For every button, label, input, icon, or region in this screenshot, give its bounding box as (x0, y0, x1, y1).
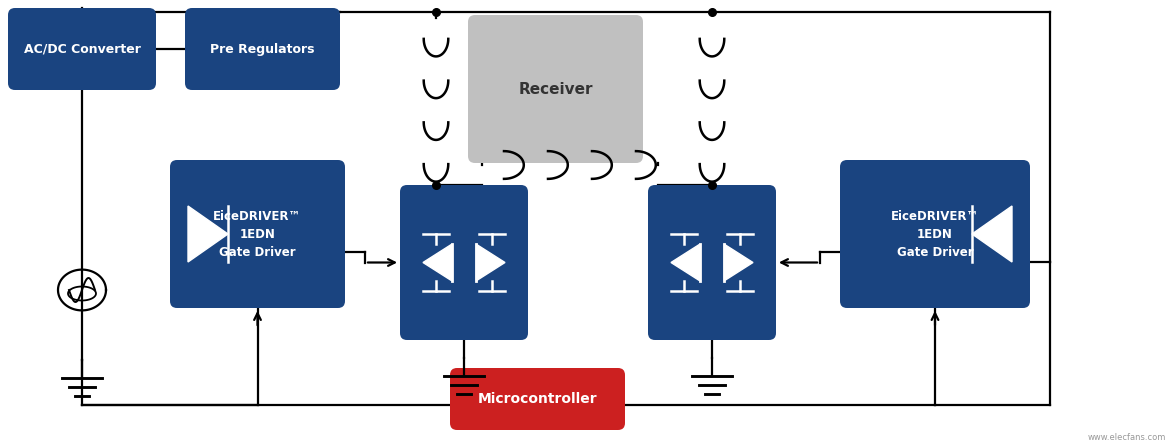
FancyBboxPatch shape (170, 160, 345, 308)
Polygon shape (477, 245, 505, 281)
Text: EiceDRIVER™
1EDN
Gate Driver: EiceDRIVER™ 1EDN Gate Driver (213, 210, 302, 258)
Text: Pre Regulators: Pre Regulators (211, 42, 315, 55)
FancyBboxPatch shape (8, 8, 156, 90)
Text: Receiver: Receiver (519, 81, 593, 97)
FancyBboxPatch shape (468, 15, 643, 163)
FancyBboxPatch shape (450, 368, 625, 430)
FancyBboxPatch shape (185, 8, 340, 90)
Polygon shape (725, 245, 753, 281)
Text: EiceDRIVER™
1EDN
Gate Driver: EiceDRIVER™ 1EDN Gate Driver (891, 210, 979, 258)
Text: Microcontroller: Microcontroller (478, 392, 597, 406)
Polygon shape (671, 245, 699, 281)
FancyBboxPatch shape (840, 160, 1030, 308)
Polygon shape (189, 206, 228, 262)
Text: AC/DC Converter: AC/DC Converter (23, 42, 141, 55)
Polygon shape (423, 245, 452, 281)
FancyBboxPatch shape (400, 185, 528, 340)
FancyBboxPatch shape (648, 185, 776, 340)
Polygon shape (972, 206, 1012, 262)
Text: www.elecfans.com: www.elecfans.com (1088, 433, 1166, 442)
